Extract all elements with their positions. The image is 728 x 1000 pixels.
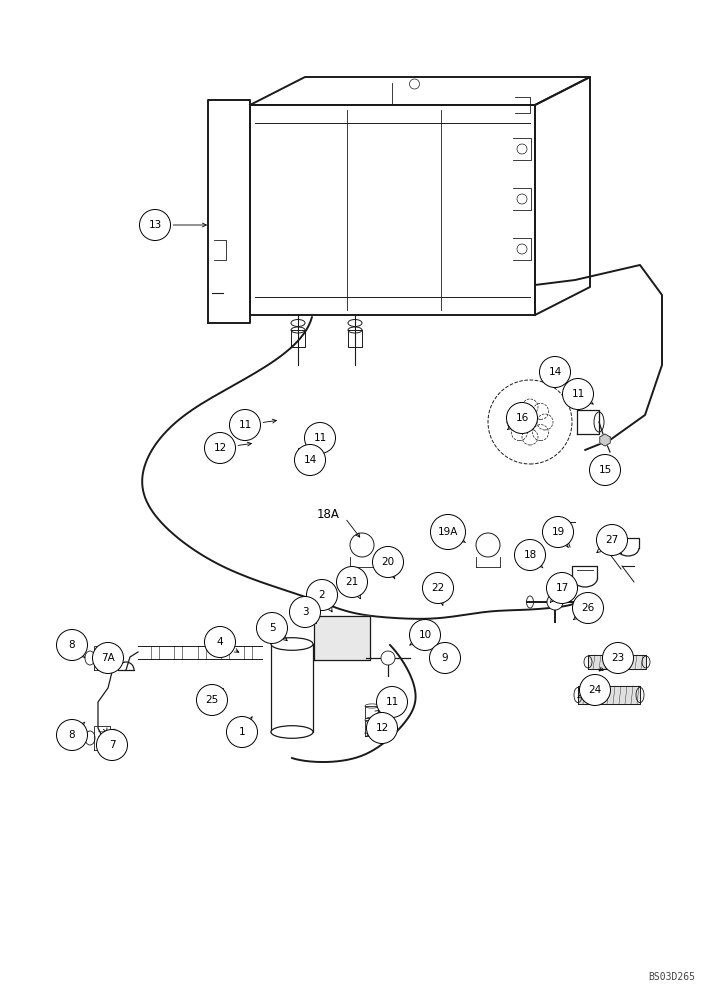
Ellipse shape xyxy=(271,726,313,738)
Text: 7A: 7A xyxy=(101,653,115,663)
Text: 12: 12 xyxy=(213,443,226,453)
Circle shape xyxy=(547,594,563,610)
Text: 21: 21 xyxy=(345,577,359,587)
Circle shape xyxy=(336,566,368,597)
Circle shape xyxy=(542,516,574,548)
Polygon shape xyxy=(365,706,379,718)
Polygon shape xyxy=(138,646,262,658)
Circle shape xyxy=(373,546,403,578)
Circle shape xyxy=(92,643,124,674)
Circle shape xyxy=(226,716,258,748)
Text: 16: 16 xyxy=(515,413,529,423)
Text: 11: 11 xyxy=(313,433,327,443)
Circle shape xyxy=(381,651,395,665)
Text: 15: 15 xyxy=(598,465,612,475)
Text: 18A: 18A xyxy=(317,509,339,522)
Circle shape xyxy=(515,540,545,570)
Circle shape xyxy=(295,444,325,476)
Text: 14: 14 xyxy=(304,455,317,465)
Circle shape xyxy=(547,572,577,603)
Text: 18: 18 xyxy=(523,550,537,560)
Circle shape xyxy=(596,524,628,556)
Text: 1: 1 xyxy=(239,727,245,737)
Circle shape xyxy=(205,432,235,464)
Polygon shape xyxy=(271,644,313,732)
Circle shape xyxy=(57,720,87,750)
Text: 10: 10 xyxy=(419,630,432,640)
Ellipse shape xyxy=(271,638,313,650)
Circle shape xyxy=(572,592,604,624)
Text: 14: 14 xyxy=(548,367,561,377)
Text: 19: 19 xyxy=(551,527,565,537)
Text: 11: 11 xyxy=(385,697,399,707)
Circle shape xyxy=(539,357,571,387)
Text: 3: 3 xyxy=(301,607,309,617)
Circle shape xyxy=(430,643,461,674)
Text: 12: 12 xyxy=(376,723,389,733)
Text: 22: 22 xyxy=(432,583,445,593)
Polygon shape xyxy=(314,616,370,660)
Text: 23: 23 xyxy=(612,653,625,663)
Circle shape xyxy=(409,619,440,650)
Circle shape xyxy=(290,596,320,628)
Text: 4: 4 xyxy=(217,637,223,647)
Polygon shape xyxy=(600,434,610,446)
Circle shape xyxy=(140,210,170,240)
Circle shape xyxy=(97,730,127,761)
Circle shape xyxy=(603,643,633,674)
Text: 5: 5 xyxy=(269,623,275,633)
Circle shape xyxy=(563,378,593,410)
Text: 25: 25 xyxy=(205,695,218,705)
Polygon shape xyxy=(578,686,640,704)
Circle shape xyxy=(579,674,611,706)
Circle shape xyxy=(57,630,87,660)
Text: 11: 11 xyxy=(238,420,252,430)
Polygon shape xyxy=(577,410,599,434)
Text: 8: 8 xyxy=(68,730,75,740)
Circle shape xyxy=(590,454,620,486)
Polygon shape xyxy=(588,655,646,669)
Circle shape xyxy=(256,612,288,644)
Text: 24: 24 xyxy=(588,685,601,695)
Circle shape xyxy=(229,410,261,440)
Text: 17: 17 xyxy=(555,583,569,593)
Text: 7: 7 xyxy=(108,740,115,750)
Circle shape xyxy=(306,580,338,610)
Circle shape xyxy=(376,686,408,718)
Text: BS03D265: BS03D265 xyxy=(648,972,695,982)
Text: 13: 13 xyxy=(149,220,162,230)
Polygon shape xyxy=(365,720,379,736)
Text: 27: 27 xyxy=(606,535,619,545)
Text: 2: 2 xyxy=(319,590,325,600)
Circle shape xyxy=(430,514,465,550)
Text: 11: 11 xyxy=(571,389,585,399)
Text: 19A: 19A xyxy=(438,527,458,537)
Text: 9: 9 xyxy=(442,653,448,663)
Text: 20: 20 xyxy=(381,557,395,567)
Text: 8: 8 xyxy=(68,640,75,650)
Circle shape xyxy=(507,402,537,434)
Circle shape xyxy=(422,572,454,603)
Circle shape xyxy=(304,422,336,454)
Text: 26: 26 xyxy=(582,603,595,613)
Polygon shape xyxy=(208,100,250,323)
Circle shape xyxy=(205,626,235,658)
Circle shape xyxy=(197,684,227,716)
Circle shape xyxy=(366,712,397,744)
